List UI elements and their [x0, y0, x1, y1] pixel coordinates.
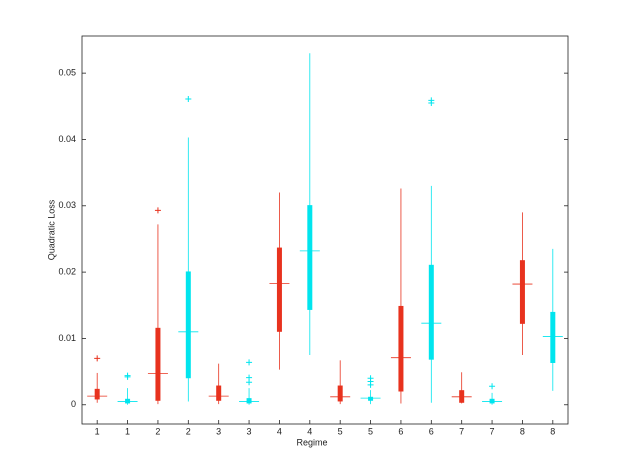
outlier: [185, 96, 192, 103]
outlier: [246, 359, 253, 366]
plot-frame: [81, 35, 569, 425]
x-tick-label: 5: [338, 426, 343, 436]
box: [519, 260, 525, 324]
x-tick-label: 6: [429, 426, 434, 436]
y-tick-label: 0.02: [58, 266, 76, 276]
outlier: [124, 372, 131, 379]
box: [155, 327, 161, 401]
x-tick-label: 7: [490, 426, 495, 436]
box: [550, 311, 556, 363]
x-axis-label: Regime: [296, 437, 327, 447]
outlier: [154, 207, 161, 214]
box: [337, 385, 343, 402]
x-tick-label: 4: [307, 426, 312, 436]
x-tick-label: 3: [216, 426, 221, 436]
x-tick-label: 8: [520, 426, 525, 436]
x-tick-label: 2: [186, 426, 191, 436]
y-tick-label: 0.03: [58, 200, 76, 210]
y-tick-label: 0.05: [58, 68, 76, 78]
box: [216, 385, 222, 401]
x-tick-label: 2: [155, 426, 160, 436]
outlier: [428, 97, 435, 104]
box: [185, 271, 191, 379]
x-tick-label: 3: [247, 426, 252, 436]
x-tick-label: 1: [95, 426, 100, 436]
outlier: [246, 374, 253, 381]
box: [246, 398, 252, 404]
outlier: [489, 383, 496, 390]
x-tick-label: 5: [368, 426, 373, 436]
box: [368, 396, 374, 401]
y-axis-label: Quadratic Loss: [46, 199, 56, 260]
box: [276, 247, 282, 332]
outlier: [367, 375, 374, 382]
x-tick-label: 4: [277, 426, 282, 436]
box: [307, 205, 313, 310]
x-tick-label: 8: [550, 426, 555, 436]
outlier: [94, 355, 101, 362]
y-tick-label: 0.04: [58, 134, 76, 144]
x-tick-label: 1: [125, 426, 130, 436]
box: [398, 305, 404, 392]
y-tick-label: 0.01: [58, 333, 76, 343]
box: [428, 264, 434, 360]
y-tick-label: 0: [71, 399, 76, 409]
x-tick-label: 6: [398, 426, 403, 436]
box: [94, 388, 100, 400]
x-tick-label: 7: [459, 426, 464, 436]
